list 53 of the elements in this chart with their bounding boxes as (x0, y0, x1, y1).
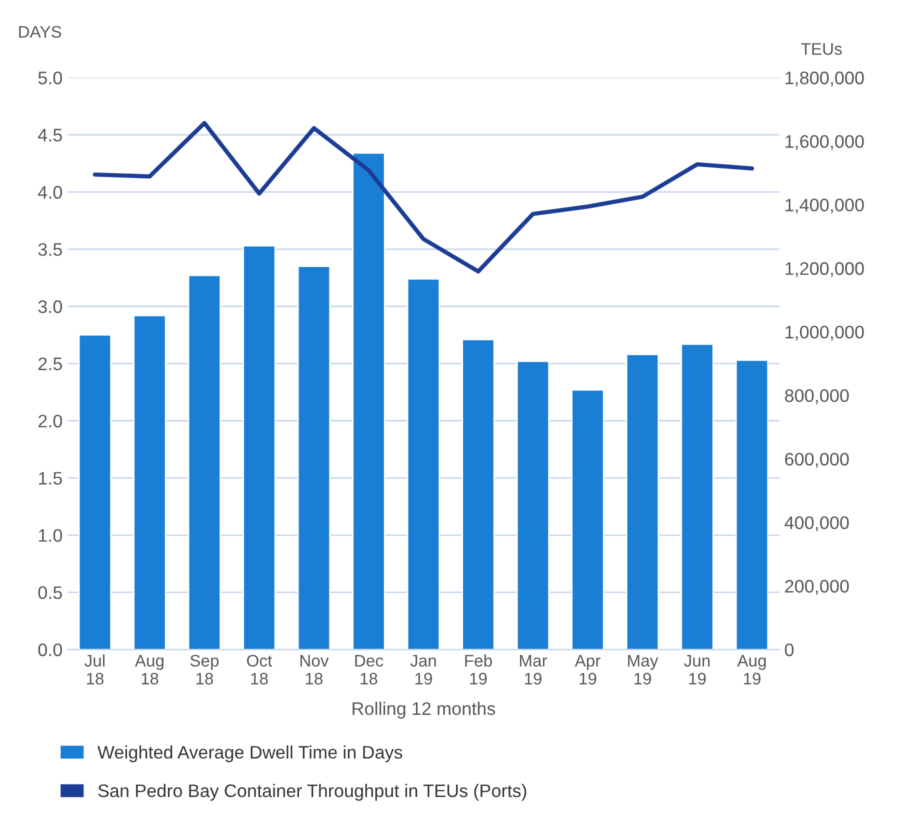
y2-tick-label: 1,200,000 (786, 262, 864, 278)
x-tick-label: Jan 19 (410, 654, 436, 685)
bar (680, 343, 714, 650)
y-axis-title: DAYS (19, 26, 62, 38)
bar (571, 389, 604, 650)
x-axis-title: Rolling 12 months (352, 702, 496, 719)
y2-axis-title: TEUs (801, 43, 842, 55)
bar (297, 266, 331, 650)
x-tick-label: Aug 19 (737, 654, 766, 685)
y-tick-label: 4.0 (38, 186, 62, 199)
y-tick-label: 3.0 (38, 300, 62, 314)
y2-tick-label: 0 (784, 643, 794, 656)
x-tick-label: Mar 19 (520, 654, 548, 685)
y2-tick-label: 1,000,000 (786, 326, 864, 341)
y-tick-label: 5.0 (38, 72, 62, 84)
y2-tick-label: 1,600,000 (786, 135, 864, 150)
x-tick-label: Aug 18 (134, 654, 164, 685)
y2-tick-label: 200,000 (785, 580, 849, 595)
x-tick-label: Jun 19 (684, 654, 710, 685)
x-tick-label: Dec 18 (355, 654, 384, 685)
bar (242, 245, 276, 650)
bar (188, 274, 222, 650)
y-tick-label: 2.0 (38, 414, 62, 428)
y-tick-label: 3.5 (38, 243, 62, 256)
x-tick-label: Apr 19 (574, 654, 600, 685)
bar (626, 354, 660, 650)
legend-label: Weighted Average Dwell Time in Days (97, 745, 402, 762)
bar (516, 360, 550, 650)
bar (406, 278, 440, 650)
x-tick-label: Oct 18 (247, 654, 272, 685)
bar (462, 338, 495, 650)
legend-label: San Pedro Bay Container Throughput in TEUs (Ports) (98, 784, 526, 801)
y2-tick-label: 400,000 (784, 516, 849, 532)
y2-tick-label: 800,000 (785, 389, 849, 404)
bar (78, 334, 112, 650)
y-tick-label: 2.5 (38, 358, 62, 370)
x-tick-label: Sep 18 (190, 654, 219, 685)
y-tick-label: 0.5 (38, 586, 62, 600)
x-tick-label: Feb 19 (465, 654, 492, 685)
y2-tick-label: 1,400,000 (786, 198, 864, 214)
x-tick-label: May 19 (628, 654, 658, 685)
x-tick-label: Jul 18 (84, 654, 104, 685)
bar (133, 314, 166, 650)
y2-tick-label: 600,000 (785, 452, 849, 468)
y-tick-label: 0.0 (38, 643, 62, 656)
y-tick-label: 1.0 (38, 529, 62, 542)
bar (735, 359, 769, 650)
x-tick-label: Nov 18 (300, 654, 329, 685)
bar (352, 152, 386, 650)
y-tick-label: 1.5 (38, 472, 62, 485)
y2-tick-label: 1,800,000 (786, 72, 864, 86)
line-series (92, 120, 754, 274)
y-tick-label: 4.5 (38, 128, 62, 142)
